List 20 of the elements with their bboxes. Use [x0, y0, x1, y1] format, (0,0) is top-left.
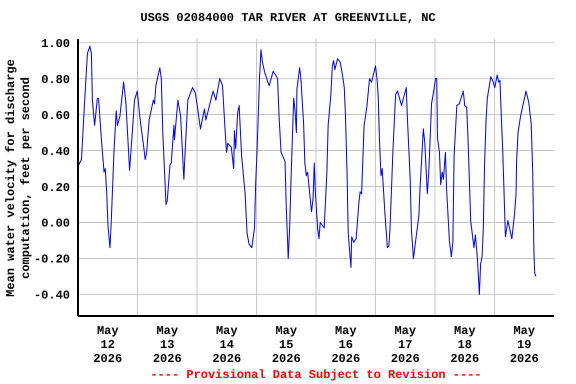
x-tick-label: May 12 2026 — [93, 324, 122, 366]
y-tick-label: -0.20 — [34, 252, 70, 267]
x-tick-label: May 15 2026 — [272, 324, 301, 366]
x-tick-label: May 16 2026 — [331, 324, 360, 366]
x-tick-label: May 19 2026 — [510, 324, 539, 366]
y-tick-label: 0.60 — [41, 108, 70, 123]
y-axis-title: Mean water velocity for discharge computation, feet per second — [4, 58, 33, 296]
x-tick-label: May 14 2026 — [212, 324, 242, 366]
y-tick-label: 0.80 — [41, 72, 70, 87]
chart-title: USGS 02084000 TAR RIVER AT GREENVILLE, NC — [139, 11, 437, 25]
y-tick-label: -0.40 — [34, 288, 70, 303]
y-tick-label: 0.00 — [41, 216, 70, 231]
x-tick-label: May 18 2026 — [450, 324, 480, 366]
y-tick-label: 0.40 — [41, 144, 70, 159]
y-tick-label: 1.00 — [41, 36, 70, 51]
line-series — [78, 46, 536, 295]
x-tick-label: May 17 2026 — [390, 324, 420, 366]
x-tick-label: May 13 2026 — [152, 324, 182, 366]
y-tick-label: 0.20 — [41, 180, 70, 195]
text: ---- Provisional Data Subject to Revision ---- — [149, 368, 483, 382]
